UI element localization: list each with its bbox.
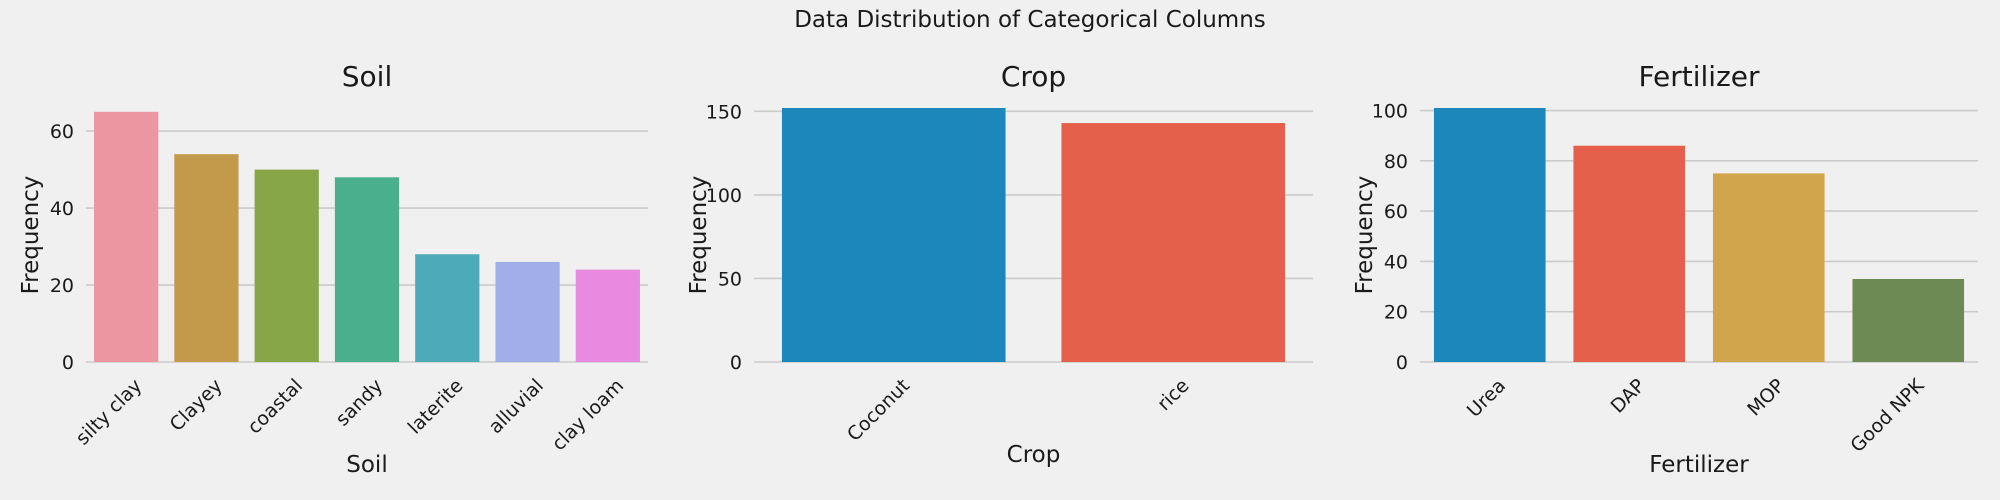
bar-silty-clay bbox=[94, 111, 159, 363]
y-tick-label: 40 bbox=[1384, 251, 1408, 273]
bar-good-npk bbox=[1852, 279, 1965, 362]
bar-dap bbox=[1573, 145, 1686, 362]
chart-title: Crop bbox=[1001, 60, 1066, 93]
y-tick-label: 100 bbox=[1372, 101, 1408, 123]
y-tick-label: 0 bbox=[730, 352, 742, 374]
x-axis-label: Fertilizer bbox=[1649, 452, 1749, 478]
y-tick-label: 40 bbox=[50, 198, 74, 220]
bar-rice bbox=[1061, 123, 1286, 362]
y-axis-label: Frequency bbox=[18, 176, 44, 295]
y-axis-label: Frequency bbox=[686, 176, 712, 295]
chart-title: Fertilizer bbox=[1638, 60, 1760, 93]
y-tick-label: 80 bbox=[1384, 151, 1408, 173]
bar-coconut bbox=[781, 108, 1006, 362]
y-tick-label: 20 bbox=[1384, 302, 1408, 324]
y-tick-label: 60 bbox=[50, 121, 74, 143]
bar-mop bbox=[1712, 173, 1825, 362]
bar-alluvial bbox=[495, 261, 560, 362]
bar-urea bbox=[1433, 108, 1546, 362]
y-axis-label: Frequency bbox=[1352, 176, 1378, 295]
x-axis-label: Crop bbox=[1007, 442, 1061, 468]
y-tick-label: 50 bbox=[718, 268, 742, 290]
y-tick-label: 100 bbox=[706, 185, 742, 207]
bar-clayey bbox=[174, 154, 239, 362]
y-tick-label: 0 bbox=[62, 352, 74, 374]
x-axis-label: Soil bbox=[346, 452, 387, 478]
y-tick-label: 60 bbox=[1384, 201, 1408, 223]
figure-title: Data Distribution of Categorical Columns bbox=[794, 7, 1266, 33]
bar-sandy bbox=[334, 177, 400, 362]
y-tick-label: 20 bbox=[50, 275, 74, 297]
bar-laterite bbox=[415, 254, 480, 362]
chart-title: Soil bbox=[342, 60, 392, 93]
bar-clay-loam bbox=[575, 269, 640, 362]
y-tick-label: 0 bbox=[1396, 352, 1408, 374]
bar-coastal bbox=[254, 169, 319, 362]
y-tick-label: 150 bbox=[706, 101, 742, 123]
